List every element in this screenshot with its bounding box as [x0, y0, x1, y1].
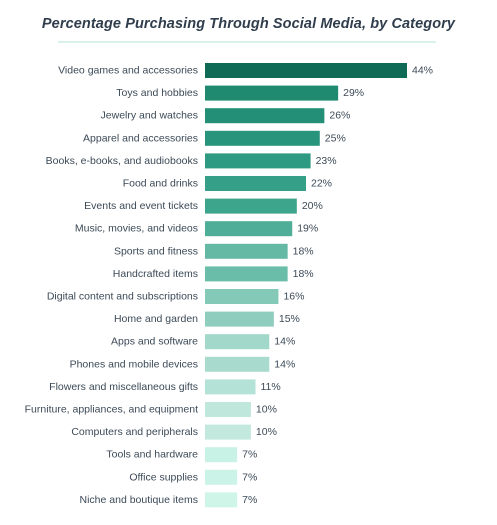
bar — [205, 63, 407, 78]
bar — [205, 356, 270, 372]
bar — [205, 176, 306, 191]
bar — [205, 130, 320, 146]
bar — [205, 447, 238, 463]
value-label: 19% — [297, 223, 318, 235]
value-label: 26% — [329, 110, 350, 122]
bar — [205, 153, 311, 169]
bar — [205, 379, 256, 395]
value-label: 14% — [274, 358, 295, 370]
value-label: 15% — [279, 313, 300, 325]
category-label: Events and event tickets — [84, 200, 198, 212]
bar — [205, 311, 274, 327]
category-label: Flowers and miscellaneous gifts — [49, 381, 198, 393]
value-label: 25% — [325, 132, 346, 144]
value-label: 20% — [302, 200, 323, 212]
bar — [205, 198, 297, 214]
category-label: Jewelry and watches — [101, 110, 198, 122]
bar — [205, 334, 270, 350]
category-label: Toys and hobbies — [116, 87, 198, 99]
title-divider — [58, 41, 436, 43]
bar — [205, 289, 279, 304]
bar — [205, 266, 288, 282]
value-label: 10% — [256, 426, 277, 438]
value-label: 7% — [242, 471, 257, 483]
bar — [205, 221, 293, 237]
bar — [205, 85, 339, 101]
category-label: Office supplies — [129, 471, 198, 483]
bar — [205, 243, 288, 259]
value-label: 16% — [283, 291, 304, 303]
bar — [205, 424, 251, 440]
category-label: Phones and mobile devices — [70, 358, 198, 370]
category-label: Home and garden — [114, 313, 198, 325]
value-label: 29% — [343, 87, 364, 99]
category-label: Video games and accessories — [58, 65, 198, 77]
value-label: 14% — [274, 336, 295, 348]
category-label: Furniture, appliances, and equipment — [25, 404, 198, 416]
value-label: 23% — [316, 155, 337, 167]
value-label: 22% — [311, 178, 332, 190]
category-label: Music, movies, and videos — [75, 223, 198, 235]
value-label: 11% — [261, 381, 281, 393]
value-label: 44% — [412, 65, 433, 77]
value-label: 10% — [256, 404, 277, 416]
category-label: Niche and boutique items — [80, 494, 199, 506]
value-label: 18% — [293, 268, 314, 280]
bar — [205, 402, 251, 417]
category-label: Apparel and accessories — [83, 132, 198, 144]
category-label: Sports and fitness — [114, 245, 198, 257]
category-label: Books, e-books, and audiobooks — [46, 155, 198, 167]
value-label: 7% — [242, 449, 257, 461]
chart-title: Percentage Purchasing Through Social Med… — [41, 16, 456, 32]
category-label: Handcrafted items — [113, 268, 198, 280]
value-label: 18% — [293, 245, 314, 257]
value-label: 7% — [242, 494, 257, 506]
category-label: Tools and hardware — [106, 449, 198, 461]
category-label: Apps and software — [111, 336, 198, 348]
category-label: Digital content and subscriptions — [47, 291, 198, 303]
bar — [205, 469, 238, 485]
category-label: Food and drinks — [123, 178, 198, 190]
bar — [205, 108, 325, 124]
bar — [205, 492, 238, 508]
category-label: Computers and peripherals — [71, 426, 198, 438]
